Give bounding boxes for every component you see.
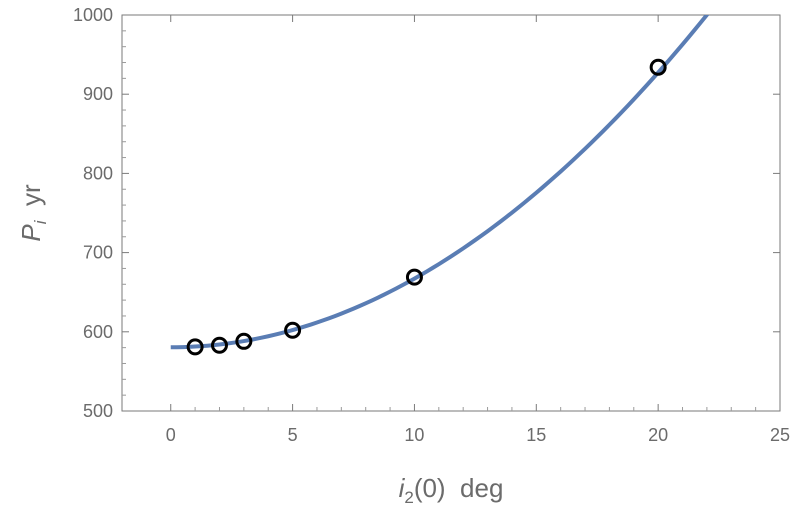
y-tick-label: 900: [83, 84, 113, 104]
y-axis-label: Pi yr: [16, 184, 50, 242]
data-point: [210, 336, 228, 354]
y-tick-label: 800: [83, 163, 113, 183]
y-tick-label: 700: [83, 243, 113, 263]
fit-curve: [170, 15, 710, 350]
plot-frame: [121, 14, 781, 412]
data-point: [649, 58, 667, 76]
x-tick-label: 0: [166, 425, 176, 445]
y-tick-label: 1000: [73, 5, 113, 25]
series-layer: [170, 15, 710, 356]
x-tick-label: 20: [648, 425, 668, 445]
x-tick-label: 10: [404, 425, 424, 445]
y-tick-label: 500: [83, 401, 113, 421]
data-point: [284, 321, 302, 339]
y-tick-label: 600: [83, 322, 113, 342]
data-point: [186, 338, 204, 356]
y-axis-ticks: 500 600 700 800 900 1000: [73, 5, 780, 421]
x-tick-label: 15: [526, 425, 546, 445]
x-tick-label: 25: [770, 425, 790, 445]
plot-area: 0 5 10 15 20 25 500 600 700 800 900 1000: [73, 5, 790, 445]
data-point: [405, 268, 423, 286]
x-axis-ticks: 0 5 10 15 20 25: [166, 15, 790, 445]
data-point: [235, 332, 253, 350]
x-tick-label: 5: [288, 425, 298, 445]
x-axis-label: i2(0) deg: [399, 473, 504, 507]
